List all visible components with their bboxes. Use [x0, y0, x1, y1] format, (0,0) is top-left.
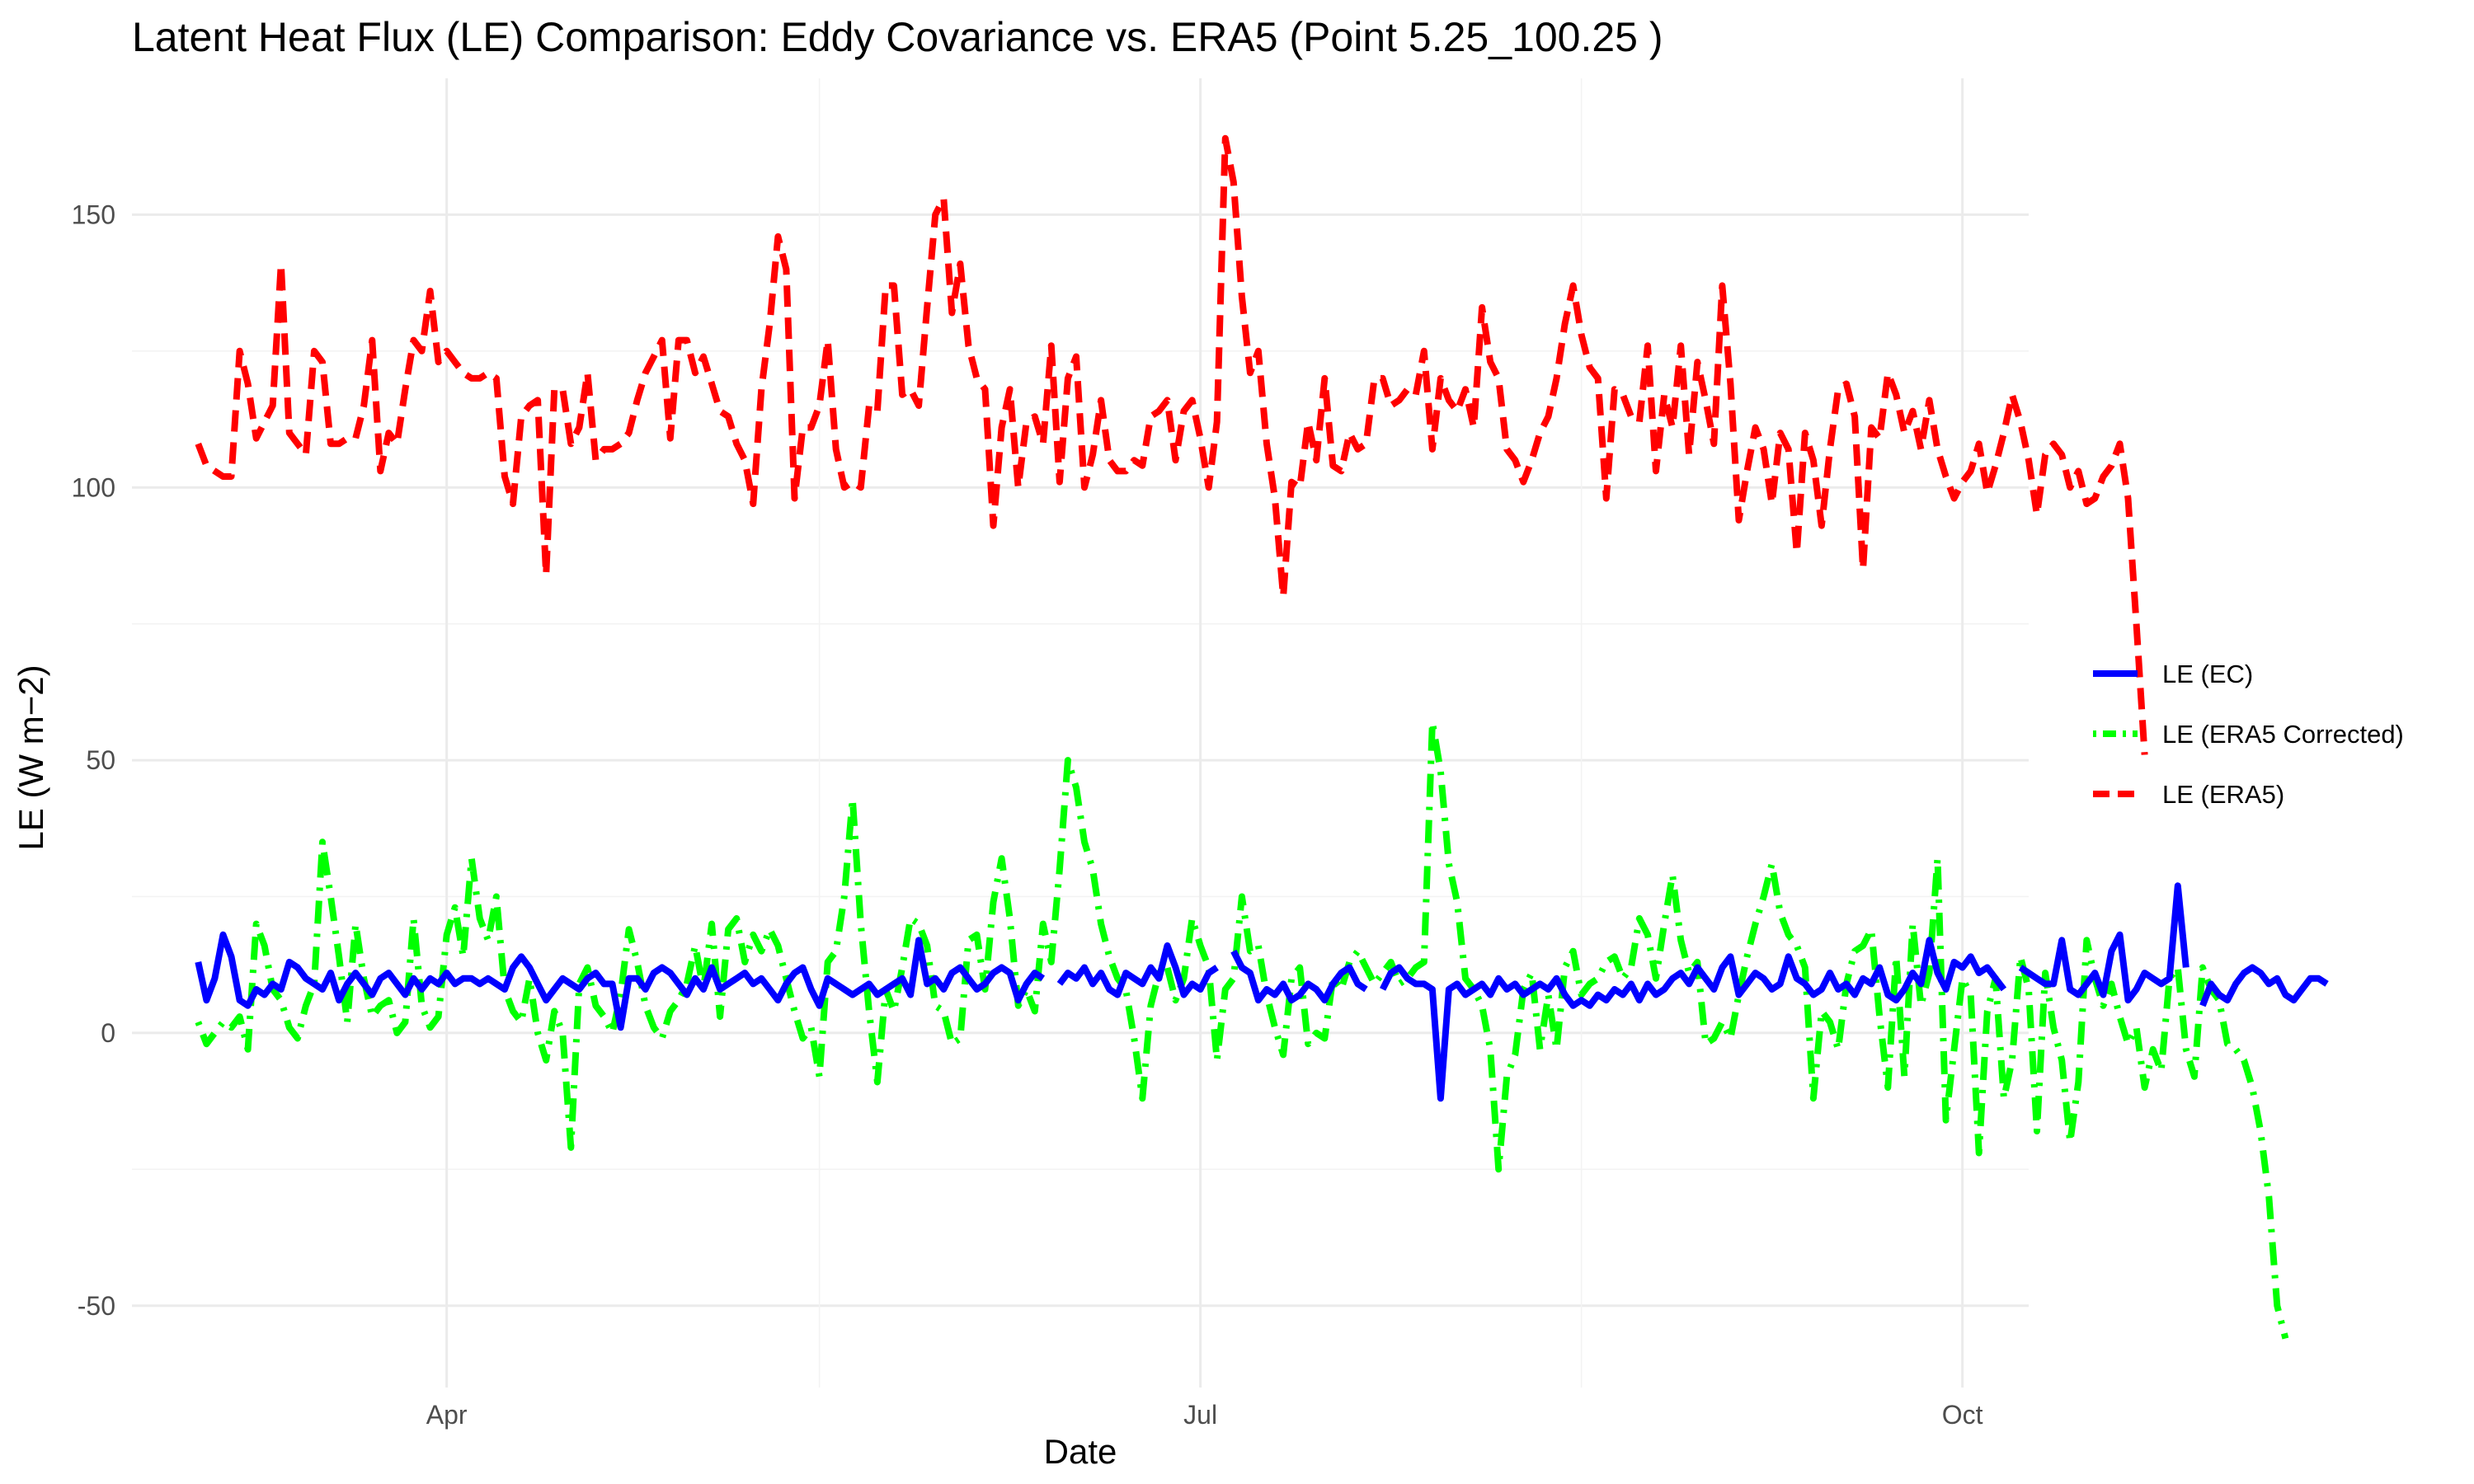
plot-series	[195, 134, 2329, 1340]
y-tick-label: -50	[78, 1291, 115, 1321]
legend-item-le-era5: LE (ERA5)	[2093, 780, 2284, 809]
x-tick-label: Jul	[1183, 1400, 1217, 1430]
y-axis-ticks: -50 0 50 100 150	[72, 200, 115, 1320]
series-line-le-era5	[195, 134, 2148, 755]
legend-item-le-ec: LE (EC)	[2093, 660, 2253, 688]
series-line-le-era5-corrected	[195, 718, 2289, 1340]
y-tick-label: 0	[101, 1018, 115, 1048]
chart-title: Latent Heat Flux (LE) Comparison: Eddy C…	[132, 14, 1663, 60]
legend-label-le-era5-corrected: LE (ERA5 Corrected)	[2162, 720, 2404, 749]
y-tick-label: 100	[72, 472, 115, 502]
legend-item-le-era5-corrected: LE (ERA5 Corrected)	[2093, 720, 2404, 749]
legend-label-le-ec: LE (EC)	[2162, 660, 2253, 688]
x-tick-label: Oct	[1942, 1400, 1983, 1430]
plot-grid	[132, 78, 2029, 1388]
x-axis-title: Date	[1044, 1432, 1117, 1471]
legend: LE (EC) LE (ERA5 Corrected) LE (ERA5)	[2093, 660, 2404, 809]
y-tick-label: 150	[72, 200, 115, 229]
legend-label-le-era5: LE (ERA5)	[2162, 780, 2284, 809]
x-axis-ticks: Apr Jul Oct	[426, 1400, 1983, 1430]
y-tick-label: 50	[86, 745, 115, 775]
x-tick-label: Apr	[426, 1400, 468, 1430]
y-axis-title: LE (W m−2)	[12, 665, 50, 850]
series-line-le-ec	[195, 882, 2329, 1102]
